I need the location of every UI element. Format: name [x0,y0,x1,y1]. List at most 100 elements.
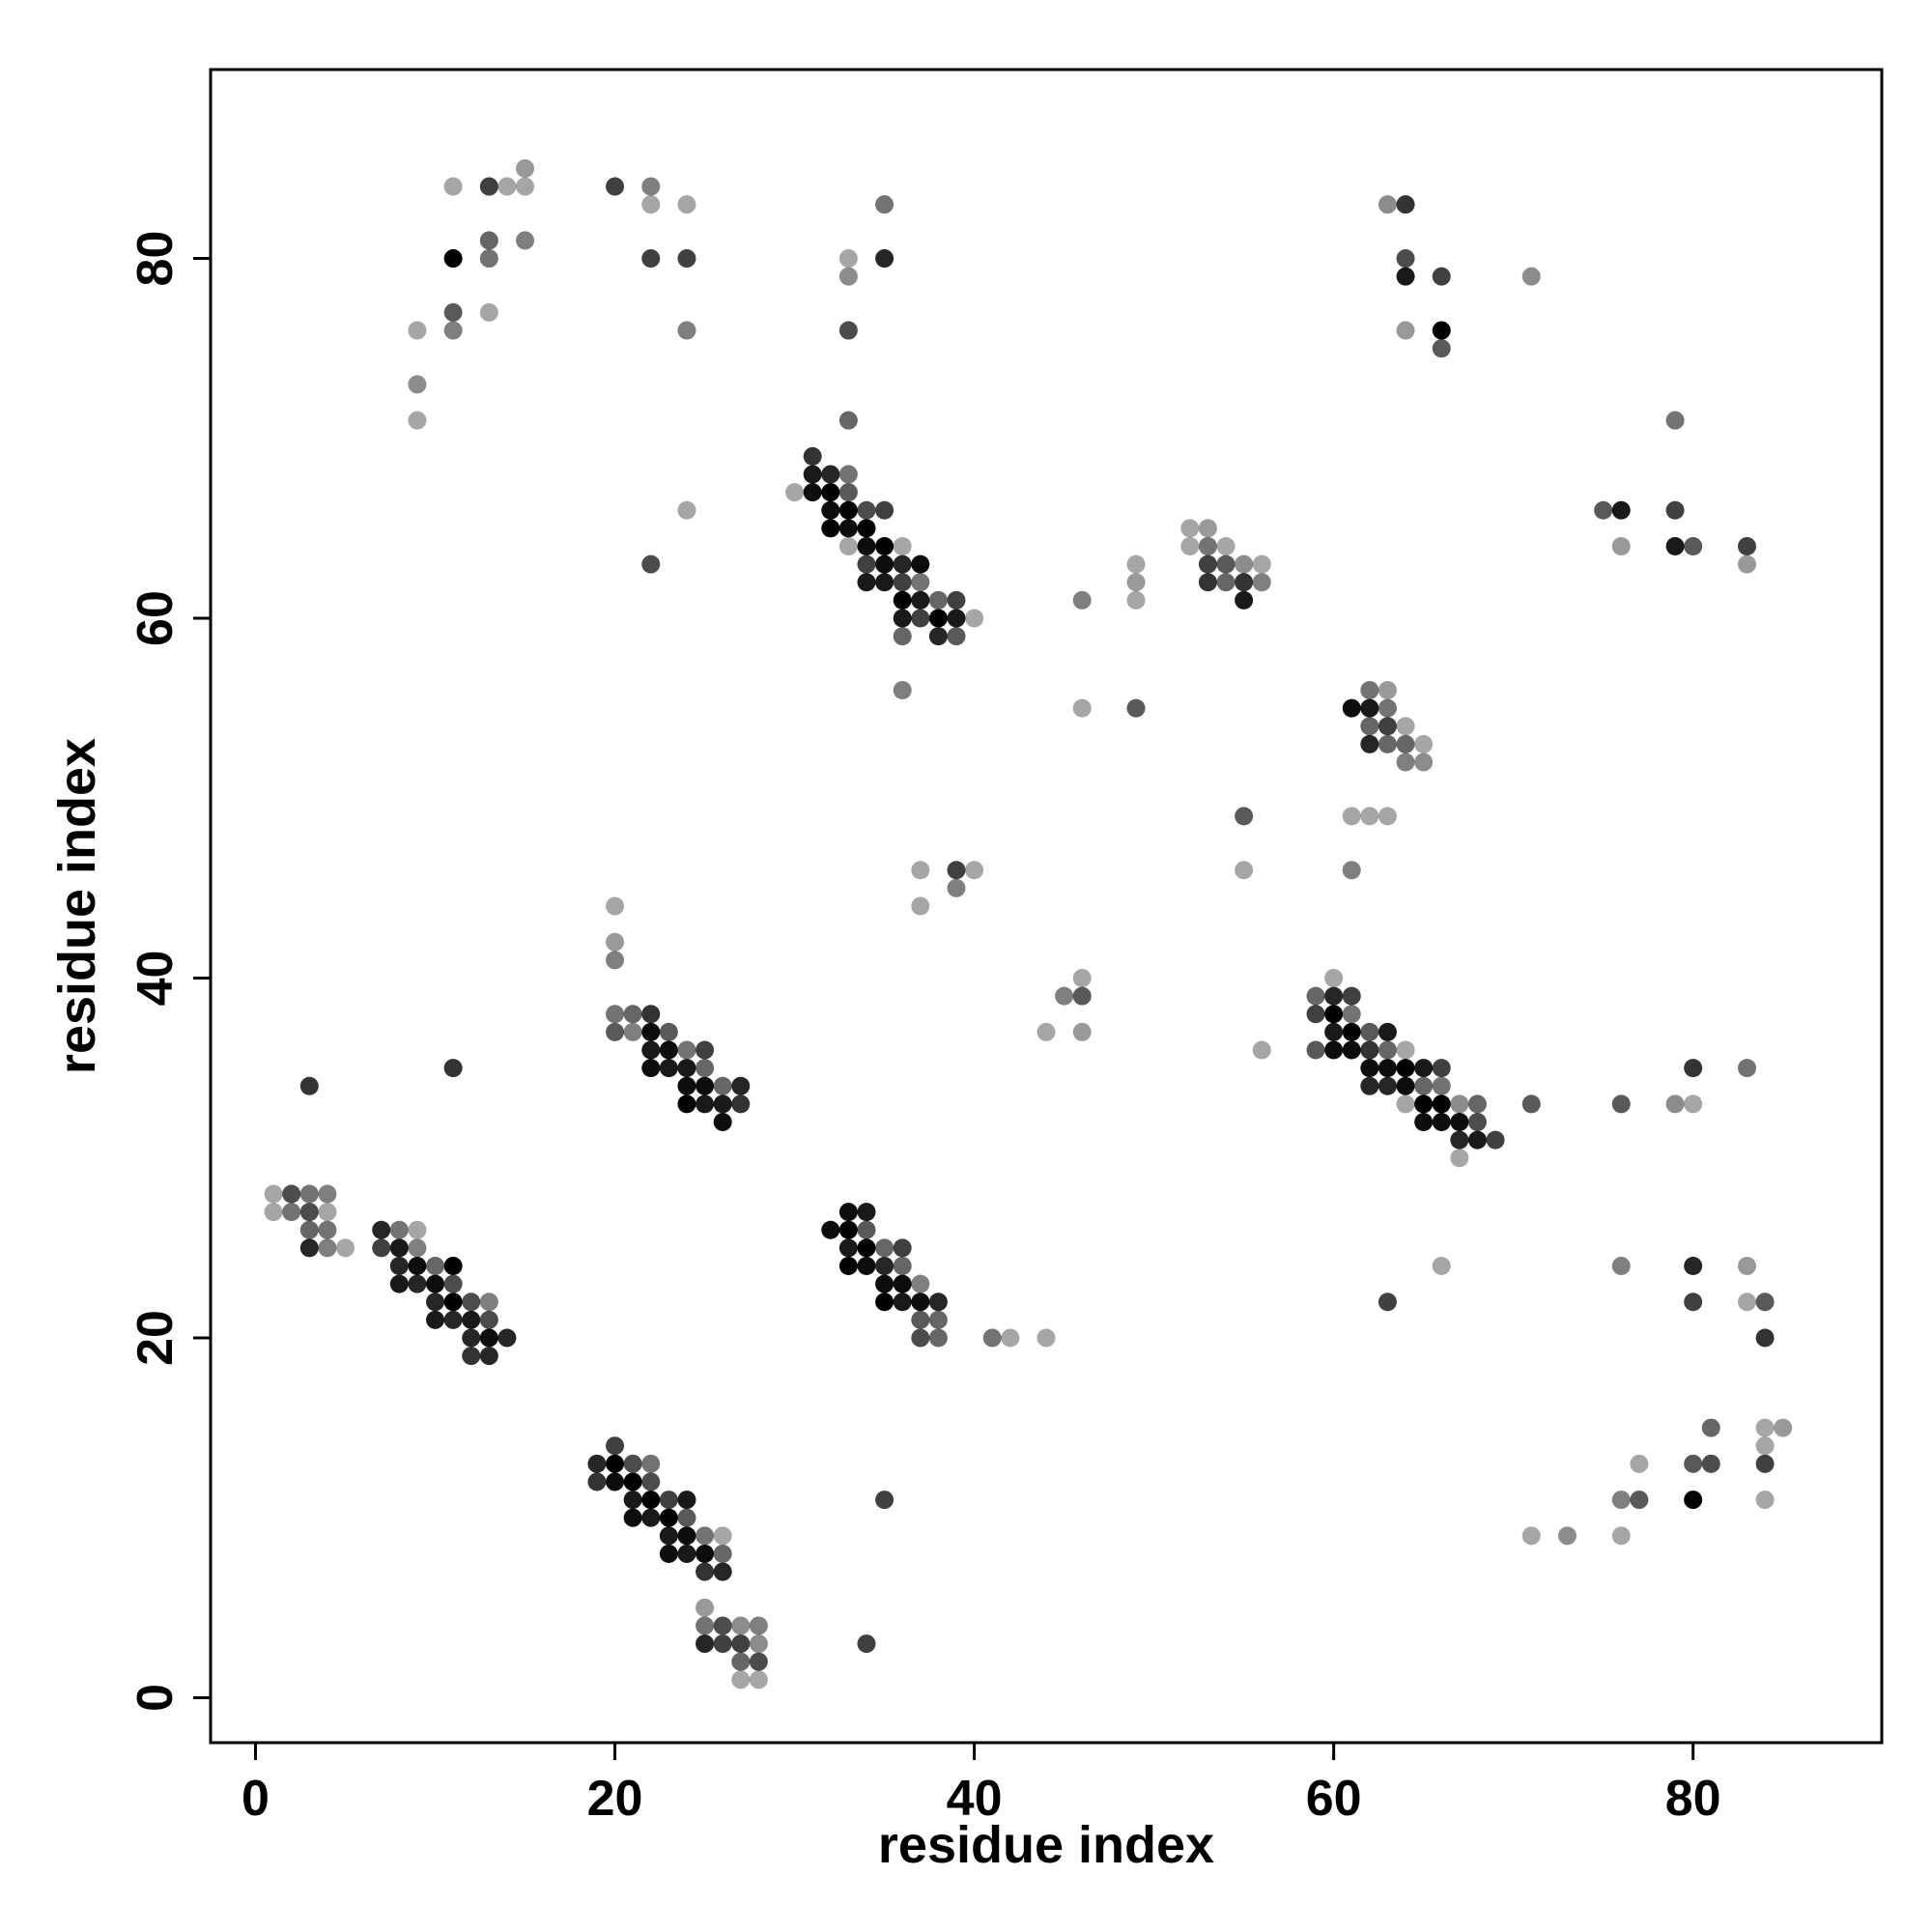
contact-point [1378,195,1397,214]
contact-point [641,554,661,574]
contact-point [713,1526,732,1546]
contact-point [911,1310,930,1329]
contact-point [857,519,876,538]
contact-point [426,1256,445,1275]
contact-point [641,1005,661,1024]
contact-point [1216,573,1236,592]
contact-point [1252,554,1271,574]
contact-point [299,1238,319,1258]
contact-point [516,177,535,196]
contact-point [1360,734,1379,753]
contact-point [659,1022,678,1041]
contact-point [713,1076,732,1095]
contact-point [1378,717,1397,736]
contact-point [1396,195,1415,214]
contact-point [947,861,966,880]
contact-point [389,1274,409,1293]
contact-point [479,177,498,196]
contact-point [1306,1040,1325,1060]
contact-point [696,1616,715,1635]
contact-point [1665,537,1685,556]
contact-point [1360,807,1379,826]
contact-point [893,590,912,610]
contact-point [1126,590,1146,610]
contact-point [857,1220,876,1239]
contact-point [1072,590,1092,610]
contact-point [1521,1094,1541,1114]
contact-point [1180,519,1200,538]
contact-point [641,195,661,214]
contact-point [911,896,930,916]
contact-point [893,537,912,556]
y-tick-label: 0 [128,1684,184,1712]
contact-point [1378,1022,1397,1041]
contact-point [696,1094,715,1114]
contact-point [1306,1005,1325,1024]
contact-point [713,1544,732,1563]
contact-point [1324,986,1344,1006]
contact-point [408,375,427,394]
contact-point [623,1508,642,1527]
contact-point [1360,1022,1379,1041]
contact-point [299,1203,319,1222]
contact-point [893,681,912,700]
contact-point [462,1293,481,1312]
contact-point [408,1274,427,1293]
y-tick-label: 60 [128,590,184,646]
contact-point [893,1274,912,1293]
contact-point [803,446,822,466]
contact-point [857,537,876,556]
contact-point [857,554,876,574]
contact-point [606,932,625,952]
contact-point [1342,1005,1361,1024]
contact-point [282,1203,301,1222]
contact-point [1737,1256,1756,1275]
contact-point [749,1652,768,1671]
contact-point [1342,698,1361,718]
contact-point [1378,698,1397,718]
contact-point [731,1616,751,1635]
contact-point [1594,500,1613,520]
contact-point [875,537,895,556]
contact-point [785,483,805,502]
contact-point [641,1508,661,1527]
contact-point [1774,1418,1793,1437]
contact-point [1324,1040,1344,1060]
contact-point [1235,861,1254,880]
contact-point [677,1094,696,1114]
contact-point [443,1274,463,1293]
contact-point [731,1094,751,1114]
contact-point [1037,1022,1056,1041]
contact-point [1360,1040,1379,1060]
contact-point [1396,717,1415,736]
contact-point [299,1220,319,1239]
contact-point [911,590,930,610]
contact-point [641,249,661,269]
contact-point [696,1562,715,1581]
contact-point [1360,717,1379,736]
contact-point [659,1508,678,1527]
contact-point [1378,1076,1397,1095]
contact-point [479,302,498,322]
contact-point [408,1220,427,1239]
contact-point [838,1238,858,1258]
contact-point [713,1112,732,1131]
contact-point [838,537,858,556]
contact-point [803,465,822,484]
contact-point [1324,968,1344,987]
contact-point [606,177,625,196]
contact-point [1396,734,1415,753]
contact-point [893,609,912,628]
contact-point [659,1040,678,1060]
contact-point [928,609,948,628]
contact-point [1037,1328,1056,1348]
contact-point [336,1238,355,1258]
contact-point [677,1040,696,1060]
contact-point [1611,1526,1631,1546]
contact-point [426,1274,445,1293]
points-layer [264,158,1793,1690]
contact-point [713,1094,732,1114]
contact-point [299,1184,319,1204]
contact-point [462,1328,481,1348]
